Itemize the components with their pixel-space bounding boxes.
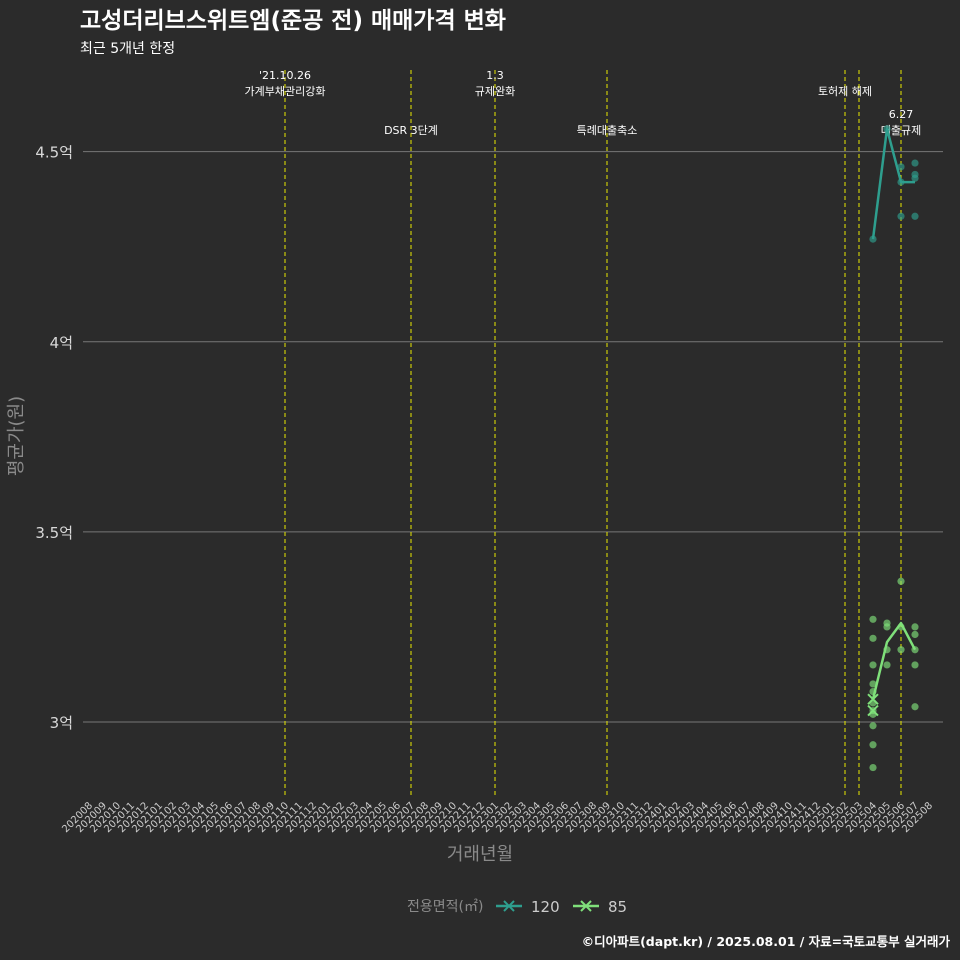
series-85-point-17 <box>897 646 905 654</box>
y-axis-label: 평균가(원) <box>6 396 27 476</box>
series-120-point-8 <box>911 212 919 220</box>
series-85-point-12 <box>883 623 891 631</box>
series-85-point-14 <box>883 661 891 669</box>
y-tick-label-3: 4.5억 <box>35 144 73 162</box>
series-85-line <box>871 621 917 700</box>
series-85-point-9 <box>869 741 877 749</box>
series-85-cross-0 <box>867 693 879 705</box>
series-120-point-7 <box>911 174 919 182</box>
series-120-point-5 <box>911 159 919 167</box>
series-120-line <box>871 127 915 240</box>
series-120-point-4 <box>897 212 905 220</box>
event-label-2-1: 규제완화 <box>475 85 515 98</box>
gridlines <box>83 151 943 723</box>
event-label-0-0: '21.10.26 <box>259 69 311 82</box>
series-85-point-22 <box>911 703 919 711</box>
series-85-point-18 <box>911 623 919 631</box>
y-axis-ticks: 3억 3.5억 4억 4.5억 <box>35 144 73 732</box>
chart-subtitle: 최근 5개년 한정 <box>80 41 175 57</box>
y-tick-label-1: 3.5억 <box>35 524 73 542</box>
series-85-point-8 <box>869 722 877 730</box>
chart-caption: ©디아파트(dapt.kr) / 2025.08.01 / 자료=국토교통부 실… <box>582 934 951 949</box>
legend-label-120: 120 <box>531 898 560 916</box>
legend-cross-120 <box>503 900 515 912</box>
data-series <box>867 125 919 772</box>
event-label-6-1: 대출규제 <box>881 124 921 137</box>
event-label-2-0: 1.3 <box>486 69 504 82</box>
event-label-6-0: 6.27 <box>889 108 914 121</box>
series-85-point-19 <box>911 630 919 639</box>
series-85-point-0 <box>869 615 877 623</box>
chart-title: 고성더리브스위트엠(준공 전) 매매가격 변화 <box>80 8 506 34</box>
event-label-3-0: 특례대출축소 <box>577 124 638 137</box>
series-85-point-21 <box>911 661 919 669</box>
series-85-point-1 <box>869 634 877 642</box>
event-label-4-0: 토허제 해제 <box>818 84 872 98</box>
legend: 전용면적(㎡) 120 85 <box>407 898 627 916</box>
y-tick-label-0: 3억 <box>50 714 73 732</box>
series-85-cross-1 <box>867 704 879 717</box>
legend-label-85: 85 <box>608 898 627 916</box>
series-85-point-15 <box>897 577 905 585</box>
event-label-0-1: 가계부채관리강화 <box>245 85 326 98</box>
event-label-1-0: DSR 3단계 <box>384 124 438 137</box>
series-85-point-3 <box>869 680 877 688</box>
series-120-point-2 <box>897 163 905 171</box>
series-85-point-2 <box>869 661 877 669</box>
legend-cross-85 <box>580 900 592 912</box>
x-axis-label: 거래년월 <box>447 844 513 865</box>
legend-title: 전용면적(㎡) <box>407 899 483 915</box>
series-85-point-10 <box>869 763 877 772</box>
y-tick-label-2: 4억 <box>50 334 73 352</box>
x-axis-ticks: 2020082020092020102020112020122021012021… <box>60 800 935 835</box>
